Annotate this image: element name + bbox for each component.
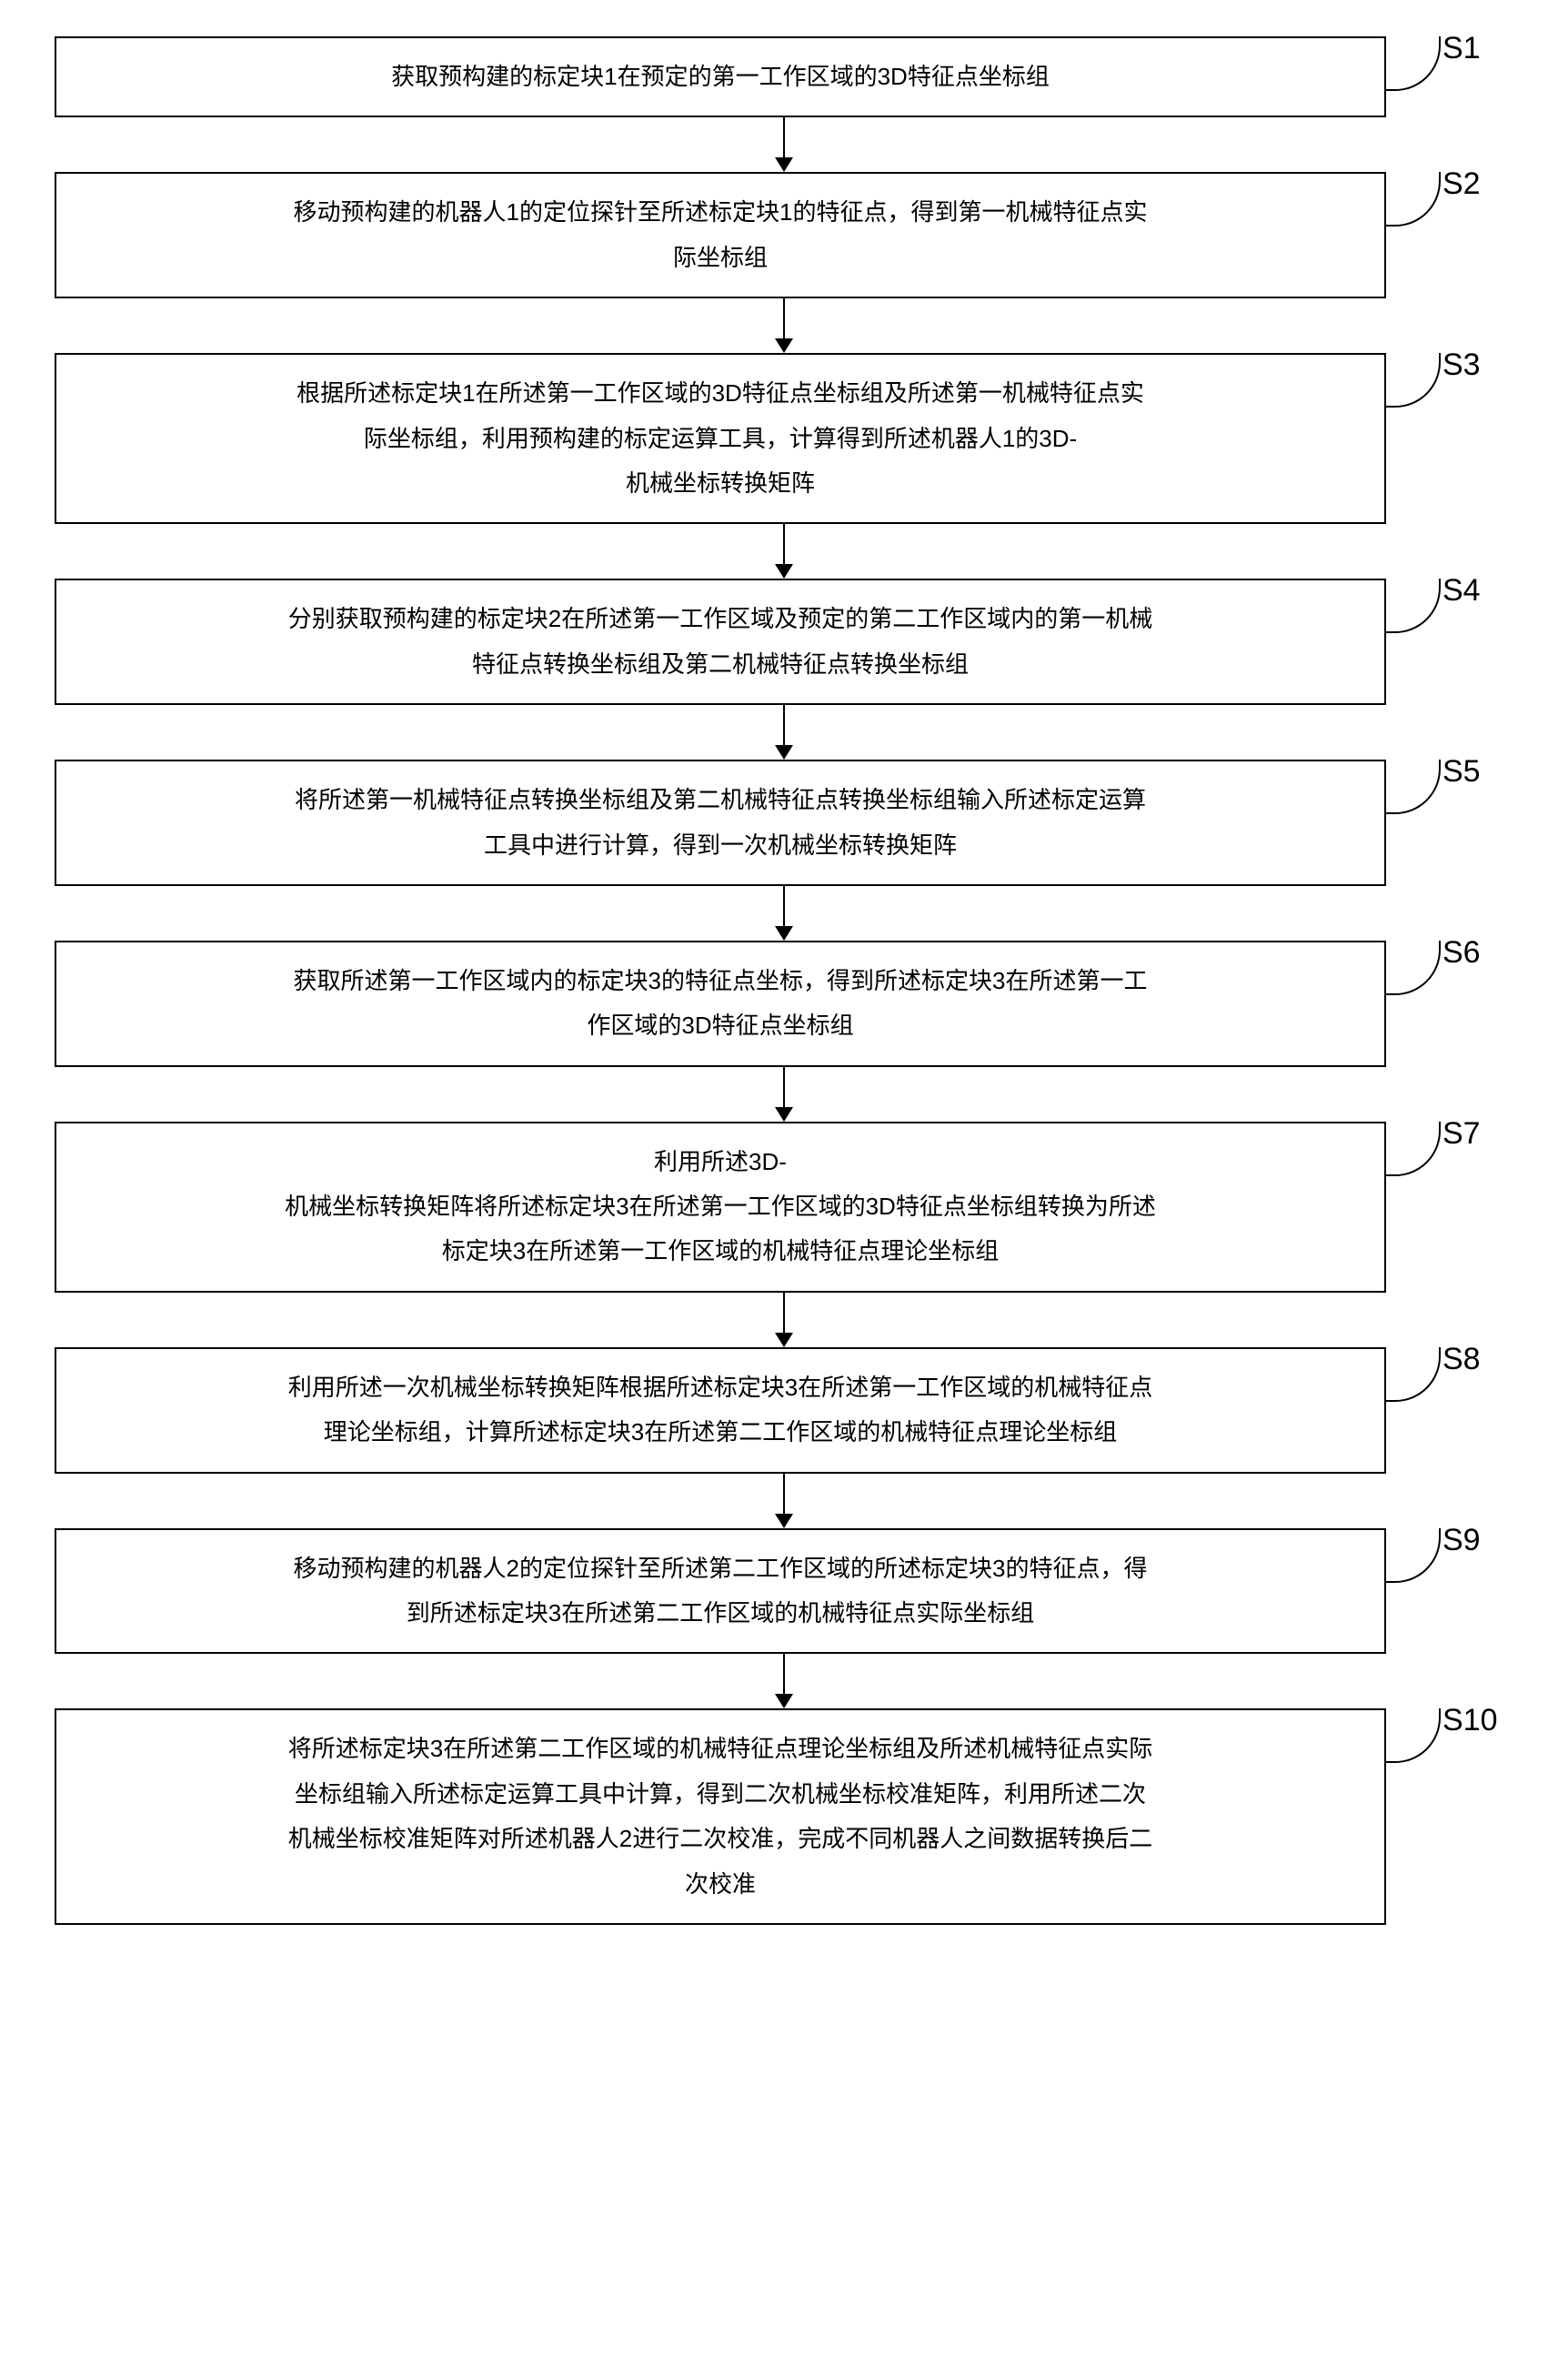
box-text-line: 标定块3在所述第一工作区域的机械特征点理论坐标组 xyxy=(442,1229,999,1274)
step-label: S7 xyxy=(1442,1116,1481,1152)
label-curve xyxy=(1386,941,1441,995)
label-curve xyxy=(1386,1528,1441,1583)
step-label-wrap: S3 xyxy=(1386,353,1513,417)
box-text-line: 际坐标组，利用预构建的标定运算工具，计算得到所述机器人1的3D- xyxy=(364,417,1077,461)
flow-box: 将所述标定块3在所述第二工作区域的机械特征点理论坐标组及所述机械特征点实际 坐标… xyxy=(55,1708,1386,1925)
flow-step-s9: 移动预构建的机器人2的定位探针至所述第二工作区域的所述标定块3的特征点，得 到所… xyxy=(55,1528,1513,1655)
label-curve xyxy=(1386,579,1441,633)
flow-arrow xyxy=(775,1293,793,1347)
flow-step-s1: 获取预构建的标定块1在预定的第一工作区域的3D特征点坐标组 S1 xyxy=(55,36,1513,117)
box-text-line: 分别获取预构建的标定块2在所述第一工作区域及预定的第二工作区域内的第一机械 xyxy=(288,597,1152,641)
label-curve xyxy=(1386,1708,1441,1763)
label-curve xyxy=(1386,36,1441,91)
flow-arrow xyxy=(775,524,793,579)
box-text-line: 根据所述标定块1在所述第一工作区域的3D特征点坐标组及所述第一机械特征点实 xyxy=(297,371,1144,416)
flow-box: 利用所述一次机械坐标转换矩阵根据所述标定块3在所述第一工作区域的机械特征点 理论… xyxy=(55,1347,1386,1474)
flow-box: 分别获取预构建的标定块2在所述第一工作区域及预定的第二工作区域内的第一机械 特征… xyxy=(55,579,1386,705)
flow-box: 移动预构建的机器人2的定位探针至所述第二工作区域的所述标定块3的特征点，得 到所… xyxy=(55,1528,1386,1655)
box-text-line: 机械坐标校准矩阵对所述机器人2进行二次校准，完成不同机器人之间数据转换后二 xyxy=(288,1817,1152,1861)
flow-arrow xyxy=(775,705,793,760)
flow-box: 获取所述第一工作区域内的标定块3的特征点坐标，得到所述标定块3在所述第一工 作区… xyxy=(55,941,1386,1067)
step-label-wrap: S9 xyxy=(1386,1528,1513,1592)
flow-step-s10: 将所述标定块3在所述第二工作区域的机械特征点理论坐标组及所述机械特征点实际 坐标… xyxy=(55,1708,1513,1925)
step-label: S4 xyxy=(1442,573,1481,609)
flow-box: 移动预构建的机器人1的定位探针至所述标定块1的特征点，得到第一机械特征点实 际坐… xyxy=(55,172,1386,298)
step-label: S9 xyxy=(1442,1523,1481,1558)
step-label-wrap: S10 xyxy=(1386,1708,1513,1772)
step-label: S1 xyxy=(1442,31,1481,66)
step-label-wrap: S6 xyxy=(1386,941,1513,1004)
flow-arrow xyxy=(775,1654,793,1708)
step-label-wrap: S2 xyxy=(1386,172,1513,236)
box-text-line: 坐标组输入所述标定运算工具中计算，得到二次机械坐标校准矩阵，利用所述二次 xyxy=(295,1772,1146,1817)
step-label: S6 xyxy=(1442,935,1481,971)
flow-arrow xyxy=(775,1067,793,1122)
step-label: S5 xyxy=(1442,754,1481,790)
flow-arrow xyxy=(775,886,793,941)
flow-step-s2: 移动预构建的机器人1的定位探针至所述标定块1的特征点，得到第一机械特征点实 际坐… xyxy=(55,172,1513,298)
box-text-line: 工具中进行计算，得到一次机械坐标转换矩阵 xyxy=(484,823,957,868)
flow-arrow xyxy=(775,1474,793,1528)
box-text-line: 际坐标组 xyxy=(673,236,768,280)
step-label-wrap: S1 xyxy=(1386,36,1513,100)
flow-arrow xyxy=(775,117,793,172)
flow-step-s8: 利用所述一次机械坐标转换矩阵根据所述标定块3在所述第一工作区域的机械特征点 理论… xyxy=(55,1347,1513,1474)
box-text-line: 移动预构建的机器人2的定位探针至所述第二工作区域的所述标定块3的特征点，得 xyxy=(294,1546,1148,1591)
box-text-line: 利用所述3D- xyxy=(654,1140,787,1184)
step-label: S10 xyxy=(1442,1703,1498,1738)
box-text-line: 理论坐标组，计算所述标定块3在所述第二工作区域的机械特征点理论坐标组 xyxy=(324,1410,1117,1455)
label-curve xyxy=(1386,1347,1441,1402)
box-text-line: 获取所述第一工作区域内的标定块3的特征点坐标，得到所述标定块3在所述第一工 xyxy=(294,959,1148,1003)
flow-arrow xyxy=(775,298,793,353)
step-label-wrap: S7 xyxy=(1386,1122,1513,1185)
step-label-wrap: S5 xyxy=(1386,760,1513,823)
flow-step-s3: 根据所述标定块1在所述第一工作区域的3D特征点坐标组及所述第一机械特征点实 际坐… xyxy=(55,353,1513,524)
flow-step-s7: 利用所述3D- 机械坐标转换矩阵将所述标定块3在所述第一工作区域的3D特征点坐标… xyxy=(55,1122,1513,1293)
box-text-line: 移动预构建的机器人1的定位探针至所述标定块1的特征点，得到第一机械特征点实 xyxy=(294,190,1148,235)
flow-box: 将所述第一机械特征点转换坐标组及第二机械特征点转换坐标组输入所述标定运算 工具中… xyxy=(55,760,1386,886)
step-label: S2 xyxy=(1442,166,1481,202)
step-label: S3 xyxy=(1442,347,1481,383)
box-text-line: 机械坐标转换矩阵将所述标定块3在所述第一工作区域的3D特征点坐标组转换为所述 xyxy=(285,1184,1156,1229)
label-curve xyxy=(1386,353,1441,408)
box-text-line: 到所述标定块3在所述第二工作区域的机械特征点实际坐标组 xyxy=(407,1591,1034,1636)
box-text-line: 获取预构建的标定块1在预定的第一工作区域的3D特征点坐标组 xyxy=(391,55,1050,99)
box-text-line: 作区域的3D特征点坐标组 xyxy=(587,1003,853,1048)
step-label-wrap: S8 xyxy=(1386,1347,1513,1411)
flowchart-container: 获取预构建的标定块1在预定的第一工作区域的3D特征点坐标组 S1 移动预构建的机… xyxy=(55,36,1513,1925)
flow-step-s4: 分别获取预构建的标定块2在所述第一工作区域及预定的第二工作区域内的第一机械 特征… xyxy=(55,579,1513,705)
step-label: S8 xyxy=(1442,1342,1481,1377)
step-label-wrap: S4 xyxy=(1386,579,1513,642)
label-curve xyxy=(1386,760,1441,814)
flow-step-s6: 获取所述第一工作区域内的标定块3的特征点坐标，得到所述标定块3在所述第一工 作区… xyxy=(55,941,1513,1067)
flow-box: 利用所述3D- 机械坐标转换矩阵将所述标定块3在所述第一工作区域的3D特征点坐标… xyxy=(55,1122,1386,1293)
box-text-line: 特征点转换坐标组及第二机械特征点转换坐标组 xyxy=(472,642,969,687)
flow-box: 根据所述标定块1在所述第一工作区域的3D特征点坐标组及所述第一机械特征点实 际坐… xyxy=(55,353,1386,524)
box-text-line: 将所述标定块3在所述第二工作区域的机械特征点理论坐标组及所述机械特征点实际 xyxy=(288,1727,1152,1771)
box-text-line: 将所述第一机械特征点转换坐标组及第二机械特征点转换坐标组输入所述标定运算 xyxy=(295,778,1146,822)
flow-step-s5: 将所述第一机械特征点转换坐标组及第二机械特征点转换坐标组输入所述标定运算 工具中… xyxy=(55,760,1513,886)
box-text-line: 次校准 xyxy=(685,1862,756,1907)
flow-box: 获取预构建的标定块1在预定的第一工作区域的3D特征点坐标组 xyxy=(55,36,1386,117)
box-text-line: 机械坐标转换矩阵 xyxy=(626,461,815,506)
box-text-line: 利用所述一次机械坐标转换矩阵根据所述标定块3在所述第一工作区域的机械特征点 xyxy=(288,1365,1152,1410)
label-curve xyxy=(1386,172,1441,227)
label-curve xyxy=(1386,1122,1441,1176)
